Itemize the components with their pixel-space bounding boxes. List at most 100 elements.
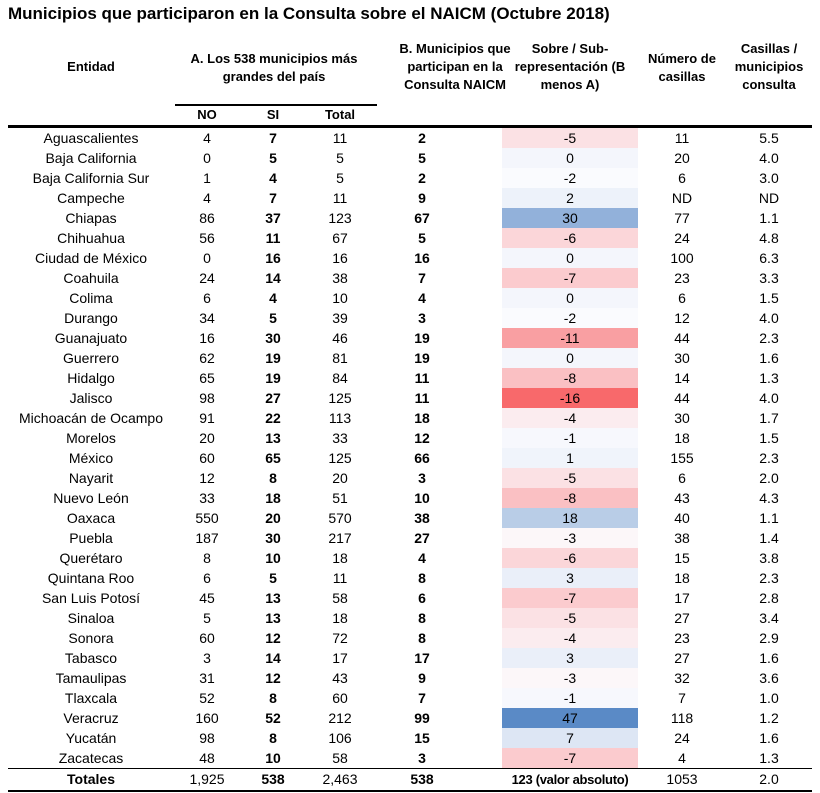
diff-cell: 0 bbox=[502, 248, 638, 268]
total-cell: 51 bbox=[332, 490, 348, 506]
table-row: Nayarit 12 8 20 3 -5 6 2.0 bbox=[8, 468, 812, 488]
b-cell: 27 bbox=[414, 530, 430, 546]
ratio-cell: 4.0 bbox=[759, 310, 779, 326]
spacer-cell bbox=[470, 628, 502, 648]
spacer-cell bbox=[470, 328, 502, 348]
si-cell: 5 bbox=[269, 310, 277, 326]
spacer-cell bbox=[470, 648, 502, 668]
entidad-cell: Coahuila bbox=[63, 270, 119, 286]
entidad-cell: Sonora bbox=[68, 630, 114, 646]
spacer-cell bbox=[470, 668, 502, 688]
entidad-cell: Ciudad de México bbox=[34, 250, 148, 266]
spacer-cell bbox=[470, 148, 502, 168]
column-header-total: Total bbox=[324, 107, 356, 122]
column-header-casillas: Número de casillas bbox=[648, 51, 716, 84]
no-cell: 0 bbox=[203, 250, 211, 266]
no-cell: 24 bbox=[199, 270, 215, 286]
total-cell: 60 bbox=[332, 690, 348, 706]
diff-cell: -1 bbox=[502, 688, 638, 708]
casillas-cell: 11 bbox=[674, 130, 690, 146]
si-cell: 37 bbox=[265, 210, 281, 226]
table-row: Nuevo León 33 18 51 10 -8 43 4.3 bbox=[8, 488, 812, 508]
total-cell: 570 bbox=[328, 510, 352, 526]
no-cell: 52 bbox=[199, 690, 215, 706]
spacer-cell bbox=[470, 308, 502, 328]
si-cell: 22 bbox=[265, 410, 281, 426]
casillas-cell: 6 bbox=[678, 290, 686, 306]
casillas-cell: 40 bbox=[674, 510, 690, 526]
entidad-cell: San Luis Potosí bbox=[41, 590, 141, 606]
si-cell: 7 bbox=[269, 130, 277, 146]
si-cell: 8 bbox=[269, 690, 277, 706]
entidad-cell: Chiapas bbox=[65, 210, 117, 226]
total-cell: 18 bbox=[332, 550, 348, 566]
b-cell: 4 bbox=[418, 550, 426, 566]
total-cell: 212 bbox=[328, 710, 352, 726]
b-cell: 9 bbox=[418, 670, 426, 686]
diff-cell: -1 bbox=[502, 428, 638, 448]
no-cell: 62 bbox=[199, 350, 215, 366]
table-row: Coahuila 24 14 38 7 -7 23 3.3 bbox=[8, 268, 812, 288]
casillas-cell: 17 bbox=[674, 590, 690, 606]
casillas-cell: 38 bbox=[674, 530, 690, 546]
total-cell: 58 bbox=[332, 750, 348, 766]
column-header-si: SI bbox=[266, 107, 280, 122]
casillas-cell: 43 bbox=[674, 490, 690, 506]
entidad-cell: Nuevo León bbox=[53, 490, 129, 506]
spacer-cell bbox=[470, 188, 502, 208]
no-cell: 3 bbox=[203, 650, 211, 666]
total-cell: 84 bbox=[332, 370, 348, 386]
total-cell: 125 bbox=[328, 390, 352, 406]
ratio-cell: ND bbox=[758, 190, 780, 206]
diff-cell: -8 bbox=[502, 368, 638, 388]
entidad-cell: Oaxaca bbox=[66, 510, 116, 526]
no-cell: 550 bbox=[195, 510, 219, 526]
si-cell: 5 bbox=[269, 570, 277, 586]
entidad-cell: Totales bbox=[8, 768, 174, 792]
diff-cell: 3 bbox=[502, 648, 638, 668]
table-row: Tamaulipas 31 12 43 9 -3 32 3.6 bbox=[8, 668, 812, 688]
si-cell: 20 bbox=[265, 510, 281, 526]
b-cell: 15 bbox=[414, 730, 430, 746]
ratio-cell: 2.3 bbox=[759, 330, 779, 346]
no-cell: 65 bbox=[199, 370, 215, 386]
table-row: Chiapas 86 37 123 67 30 77 1.1 bbox=[8, 208, 812, 228]
casillas-cell: 14 bbox=[674, 370, 690, 386]
no-cell: 6 bbox=[203, 570, 211, 586]
total-cell: 33 bbox=[332, 430, 348, 446]
entidad-cell: Colima bbox=[69, 290, 113, 306]
b-cell: 2 bbox=[418, 170, 426, 186]
b-cell: 16 bbox=[414, 250, 430, 266]
diff-cell: -7 bbox=[502, 748, 638, 769]
column-header-entidad: Entidad bbox=[67, 59, 115, 74]
spacer-cell bbox=[470, 128, 502, 148]
spacer-cell bbox=[470, 228, 502, 248]
casillas-cell: 27 bbox=[674, 650, 690, 666]
b-cell: 99 bbox=[414, 710, 430, 726]
no-cell: 0 bbox=[203, 150, 211, 166]
table-row: Aguascalientes 4 7 11 2 -5 11 5.5 bbox=[8, 128, 812, 148]
table-row: Jalisco 98 27 125 11 -16 44 4.0 bbox=[8, 388, 812, 408]
si-cell: 52 bbox=[265, 710, 281, 726]
b-cell: 19 bbox=[414, 350, 430, 366]
total-cell: 46 bbox=[332, 330, 348, 346]
entidad-cell: Zacatecas bbox=[58, 750, 124, 766]
table-row: Hidalgo 65 19 84 11 -8 14 1.3 bbox=[8, 368, 812, 388]
table-row: Puebla 187 30 217 27 -3 38 1.4 bbox=[8, 528, 812, 548]
ratio-cell: 3.4 bbox=[759, 610, 779, 626]
diff-cell: -2 bbox=[502, 168, 638, 188]
diff-cell: 7 bbox=[502, 728, 638, 748]
b-cell: 10 bbox=[414, 490, 430, 506]
casillas-cell: 18 bbox=[674, 430, 690, 446]
casillas-cell: 7 bbox=[678, 690, 686, 706]
ratio-cell: 1.4 bbox=[759, 530, 779, 546]
entidad-cell: Guanajuato bbox=[54, 330, 128, 346]
b-cell: 3 bbox=[418, 750, 426, 766]
b-cell: 5 bbox=[418, 150, 426, 166]
table-row: Zacatecas 48 10 58 3 -7 4 1.3 bbox=[8, 748, 812, 769]
b-cell: 67 bbox=[414, 210, 430, 226]
diff-cell: 0 bbox=[502, 148, 638, 168]
entidad-cell: Jalisco bbox=[69, 390, 113, 406]
si-cell: 10 bbox=[265, 550, 281, 566]
entidad-cell: Yucatán bbox=[65, 730, 117, 746]
